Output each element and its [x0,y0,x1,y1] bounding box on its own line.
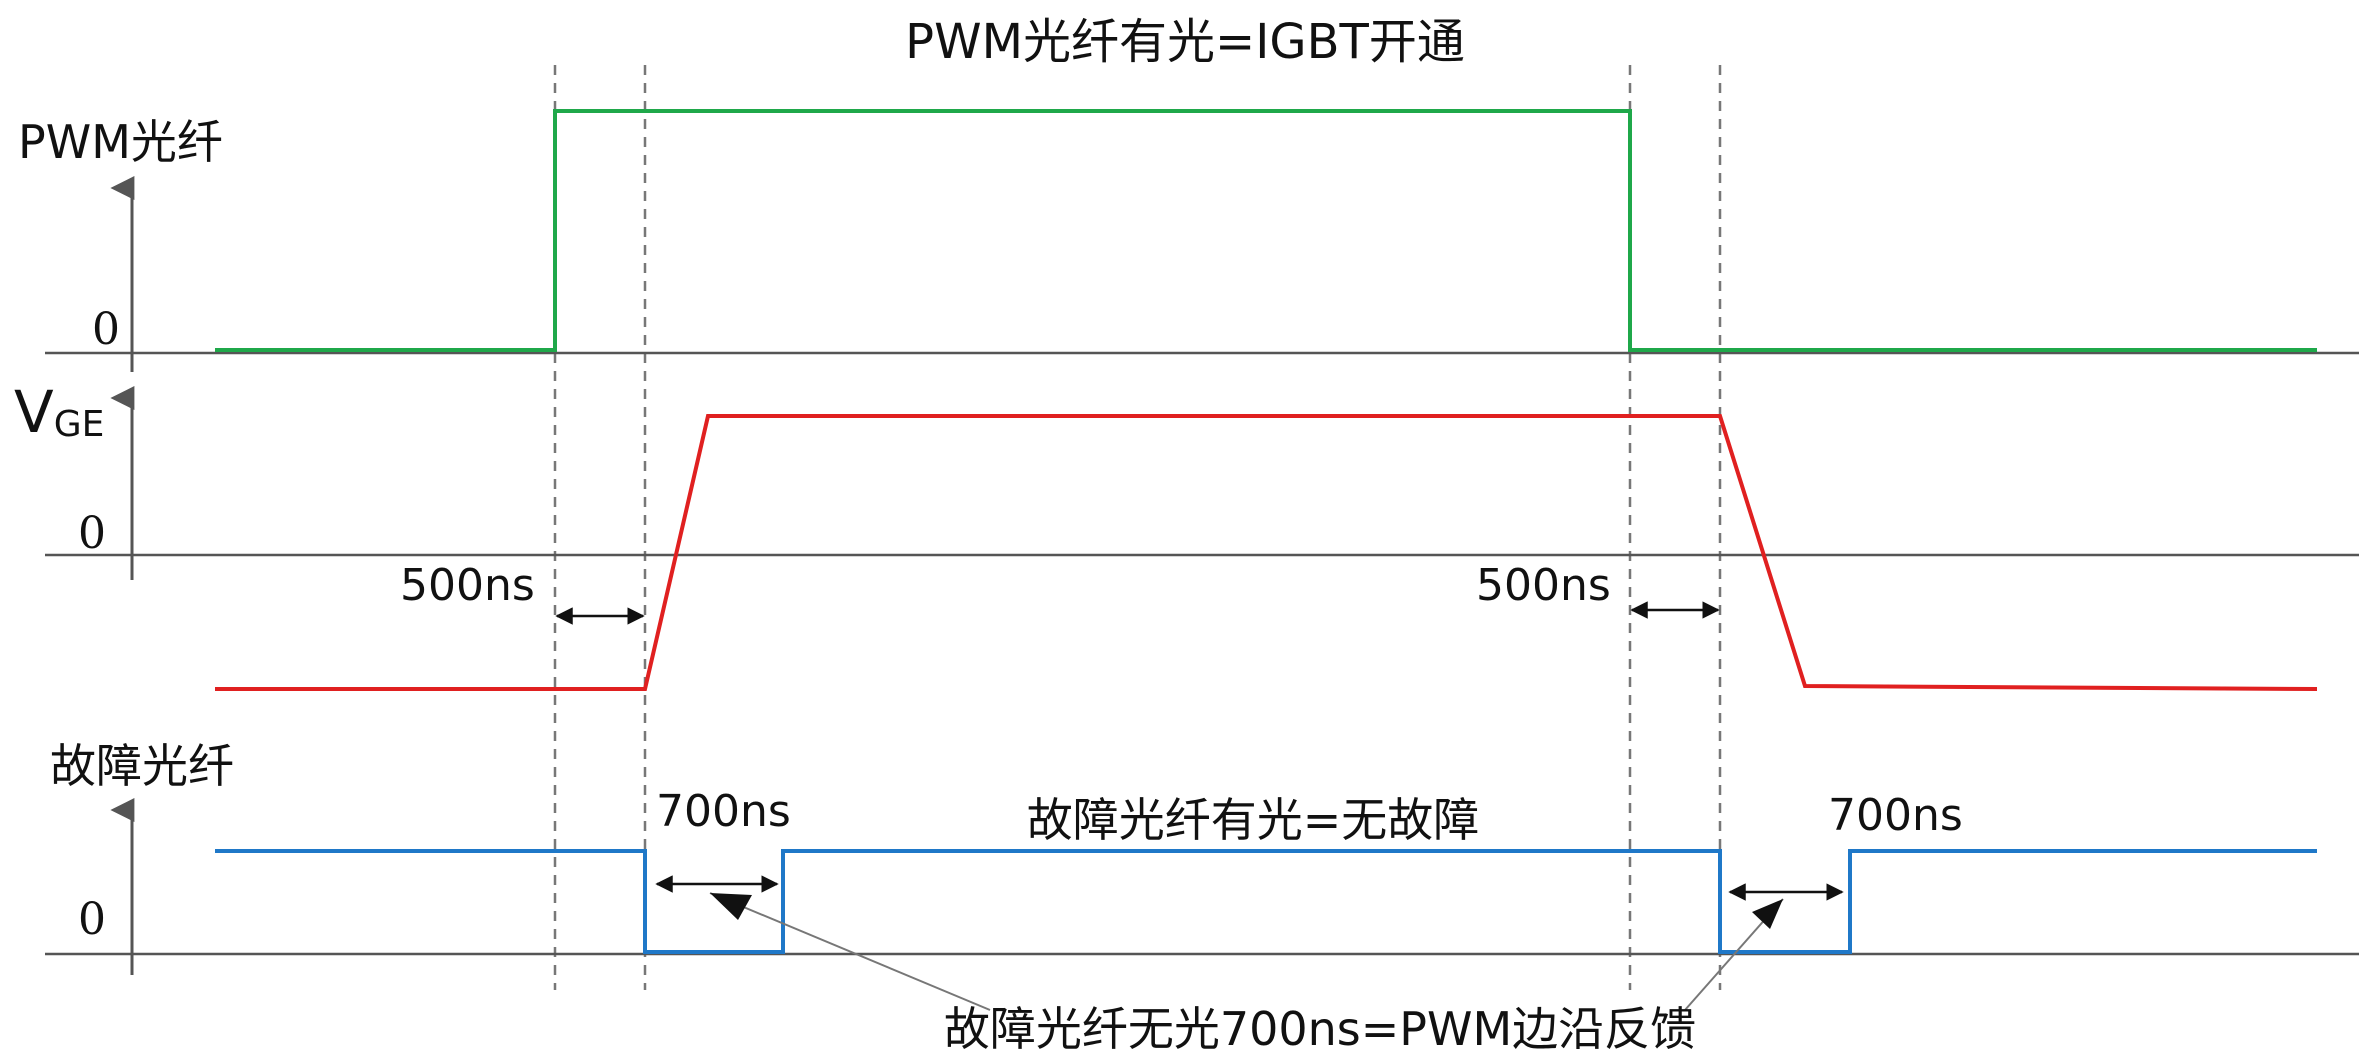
vge-zero-label: 0 [78,508,106,559]
pwm-signal-label: PWM光纤 [18,115,223,169]
fault-signal-label: 故障光纤 [50,739,234,793]
diagram-title: PWM光纤有光=IGBT开通 [905,14,1465,70]
pulse-off-label: 700ns [1828,790,1963,841]
fault-panel: 故障光纤 0 700ns 700ns 故障光纤有光=无故障 [45,739,2359,975]
delay-on-label: 500ns [400,560,535,611]
vge-label-main: V [14,378,54,446]
vge-signal-label: VGE [14,378,104,446]
fault-pulse-note: 故障光纤无光700ns=PWM边沿反馈 [944,1002,1696,1053]
fault-pulse-callout: 故障光纤无光700ns=PWM边沿反馈 [709,892,1784,1053]
vge-panel: VGE 0 500ns 500ns [14,378,2359,691]
callout-leader-left [709,892,991,1011]
vge-label-subscript: GE [54,404,105,445]
delay-off-label: 500ns [1476,560,1611,611]
pwm-zero-label: 0 [92,304,120,355]
pwm-panel: PWM光纤 0 [18,109,2359,372]
fault-waveform [215,849,2317,954]
pwm-waveform [215,109,2317,352]
fault-zero-label: 0 [78,894,106,945]
callout-arrowhead-right [1752,899,1783,929]
callout-arrowhead-left [710,893,752,920]
fault-high-note: 故障光纤有光=无故障 [1027,793,1480,847]
vge-waveform [215,414,2318,691]
pulse-on-label: 700ns [656,786,791,837]
